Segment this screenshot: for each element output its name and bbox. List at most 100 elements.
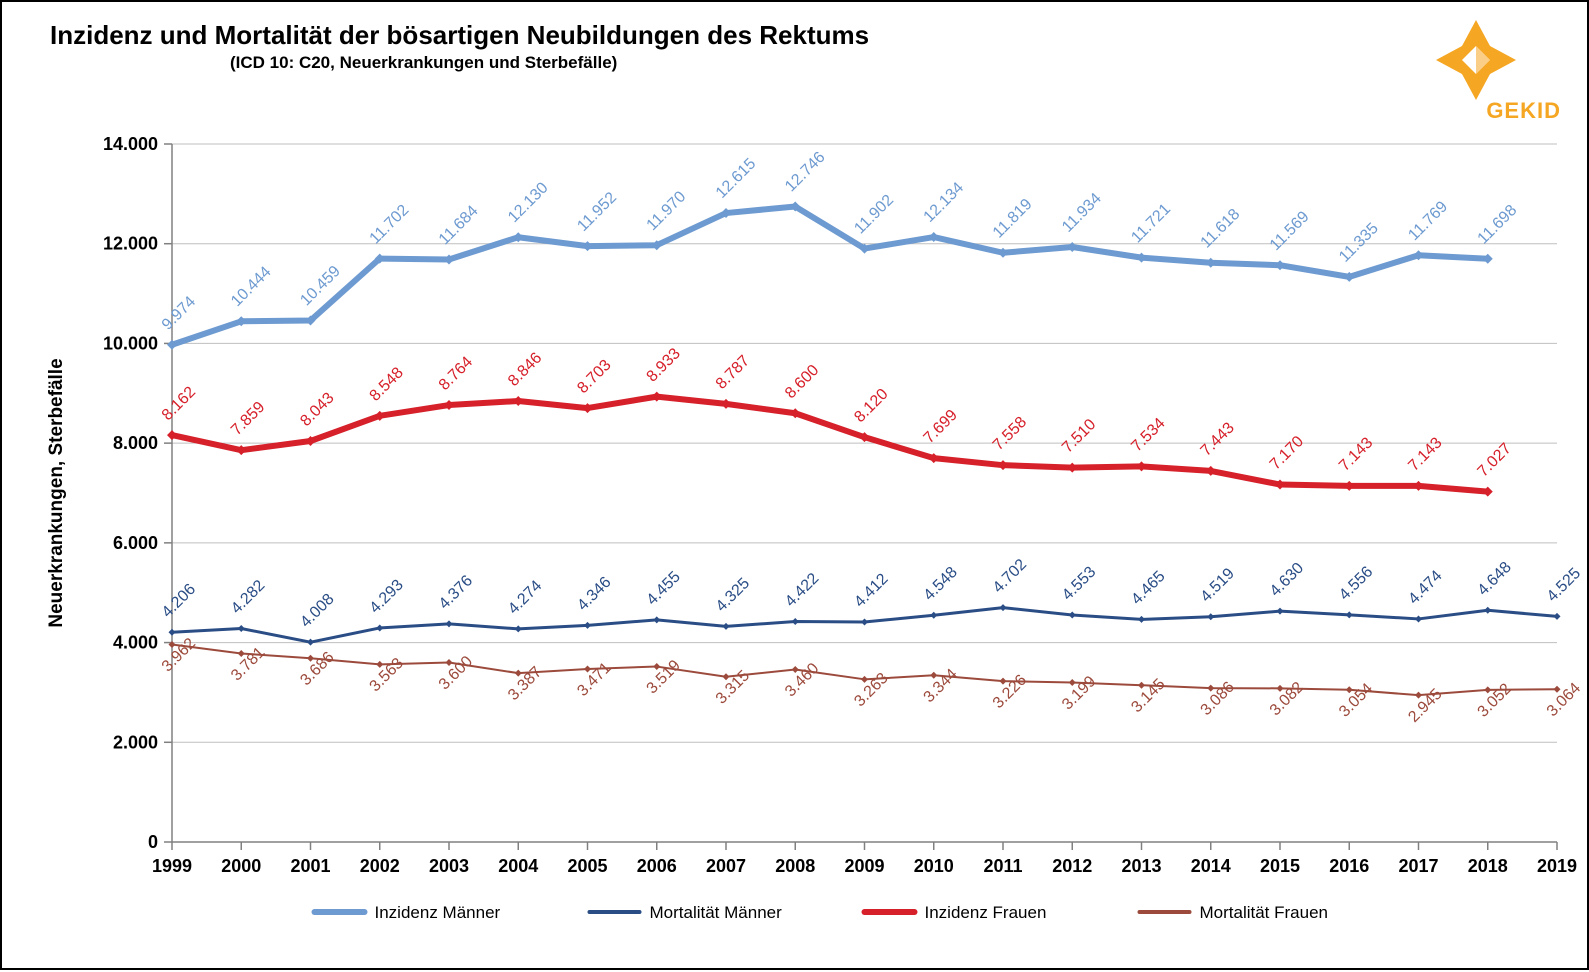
data-label: 10.459 xyxy=(297,263,344,310)
data-label: 3.344 xyxy=(921,666,961,706)
x-tick-label: 2009 xyxy=(844,856,884,876)
x-tick-label: 2001 xyxy=(290,856,330,876)
data-label: 7.859 xyxy=(228,399,268,439)
data-label: 4.556 xyxy=(1336,563,1376,603)
data-label: 3.086 xyxy=(1198,679,1238,719)
data-label: 3.781 xyxy=(228,644,268,684)
data-label: 8.764 xyxy=(436,353,476,393)
data-label: 7.027 xyxy=(1475,440,1515,480)
data-marker xyxy=(1554,613,1561,620)
y-tick-label: 14.000 xyxy=(103,134,158,154)
data-marker xyxy=(861,619,868,626)
y-tick-label: 12.000 xyxy=(103,234,158,254)
data-label: 3.315 xyxy=(713,667,753,707)
data-label: 4.412 xyxy=(851,570,891,610)
legend-label: Mortalität Männer xyxy=(650,903,783,922)
data-label: 4.525 xyxy=(1544,565,1584,605)
data-label: 11.684 xyxy=(436,202,482,248)
data-label: 11.970 xyxy=(644,188,690,234)
data-label: 3.064 xyxy=(1544,680,1584,720)
x-tick-label: 2016 xyxy=(1329,856,1369,876)
data-label: 9.974 xyxy=(159,293,199,333)
data-label: 4.553 xyxy=(1059,563,1099,603)
data-marker xyxy=(1137,461,1147,471)
data-label: 12.134 xyxy=(921,179,968,226)
data-label: 7.558 xyxy=(990,414,1030,454)
data-marker xyxy=(653,616,660,623)
x-tick-label: 2004 xyxy=(498,856,538,876)
data-marker xyxy=(307,639,314,646)
data-label: 8.703 xyxy=(574,357,614,397)
data-label: 7.143 xyxy=(1336,434,1376,474)
legend-label: Inzidenz Frauen xyxy=(925,903,1047,922)
legend-label: Mortalität Frauen xyxy=(1200,903,1329,922)
data-marker xyxy=(1207,613,1214,620)
x-tick-label: 2011 xyxy=(983,856,1022,876)
data-label: 3.686 xyxy=(297,649,337,689)
data-marker xyxy=(583,241,593,251)
chart-title: Inzidenz und Mortalität der bösartigen N… xyxy=(50,20,869,51)
data-marker xyxy=(446,620,453,627)
data-label: 7.699 xyxy=(921,407,961,447)
data-marker xyxy=(1346,611,1353,618)
data-label: 4.293 xyxy=(367,576,407,616)
data-label: 3.199 xyxy=(1059,673,1099,713)
data-label: 3.226 xyxy=(990,672,1030,712)
data-label: 7.443 xyxy=(1198,419,1238,459)
data-label: 4.422 xyxy=(782,570,822,610)
data-label: 8.787 xyxy=(713,352,753,392)
data-label: 4.702 xyxy=(990,556,1030,596)
x-tick-label: 2010 xyxy=(914,856,954,876)
title-block: Inzidenz und Mortalität der bösartigen N… xyxy=(50,20,869,73)
data-label: 7.170 xyxy=(1267,433,1307,473)
x-tick-label: 2014 xyxy=(1191,856,1231,876)
data-label: 7.534 xyxy=(1128,415,1168,455)
data-marker xyxy=(1206,258,1216,268)
logo-text: GEKID xyxy=(1486,98,1561,124)
data-label: 8.846 xyxy=(505,349,545,389)
data-marker xyxy=(376,624,383,631)
data-label: 8.162 xyxy=(159,383,199,423)
data-marker xyxy=(1344,481,1354,491)
x-tick-label: 2019 xyxy=(1537,856,1577,876)
data-label: 3.145 xyxy=(1128,676,1168,716)
data-marker xyxy=(513,396,523,406)
data-label: 4.274 xyxy=(505,577,545,617)
data-marker xyxy=(930,612,937,619)
data-label: 4.008 xyxy=(297,591,337,631)
data-marker xyxy=(1483,254,1493,264)
data-marker xyxy=(998,460,1008,470)
data-label: 4.346 xyxy=(574,574,614,614)
data-label: 8.933 xyxy=(644,345,684,385)
chart-subtitle: (ICD 10: C20, Neuerkrankungen und Sterbe… xyxy=(230,53,869,73)
data-marker xyxy=(721,399,731,409)
data-label: 4.282 xyxy=(228,577,268,617)
data-label: 8.120 xyxy=(851,386,891,426)
data-label: 3.600 xyxy=(436,653,476,693)
x-tick-label: 2002 xyxy=(360,856,400,876)
y-tick-label: 2.000 xyxy=(113,732,158,752)
data-marker xyxy=(792,618,799,625)
data-marker xyxy=(1415,615,1422,622)
data-label: 4.648 xyxy=(1475,559,1515,599)
data-label: 7.510 xyxy=(1059,416,1099,456)
data-marker xyxy=(515,625,522,632)
data-marker xyxy=(169,629,176,636)
data-label: 12.615 xyxy=(713,155,760,202)
data-label: 3.387 xyxy=(505,664,545,704)
data-label: 7.143 xyxy=(1405,434,1445,474)
data-label: 11.934 xyxy=(1059,190,1105,236)
data-label: 4.548 xyxy=(921,564,961,604)
line-chart: 02.0004.0006.0008.00010.00012.00014.0001… xyxy=(2,122,1589,972)
y-tick-label: 10.000 xyxy=(103,333,158,353)
x-tick-label: 2000 xyxy=(221,856,261,876)
data-label: 12.130 xyxy=(505,179,552,226)
x-tick-label: 2012 xyxy=(1052,856,1092,876)
data-label: 3.519 xyxy=(644,657,684,697)
data-label: 4.325 xyxy=(713,575,753,615)
data-label: 11.902 xyxy=(851,192,897,238)
data-marker xyxy=(1069,612,1076,619)
x-tick-label: 2015 xyxy=(1260,856,1300,876)
data-marker xyxy=(1000,604,1007,611)
y-tick-label: 8.000 xyxy=(113,433,158,453)
